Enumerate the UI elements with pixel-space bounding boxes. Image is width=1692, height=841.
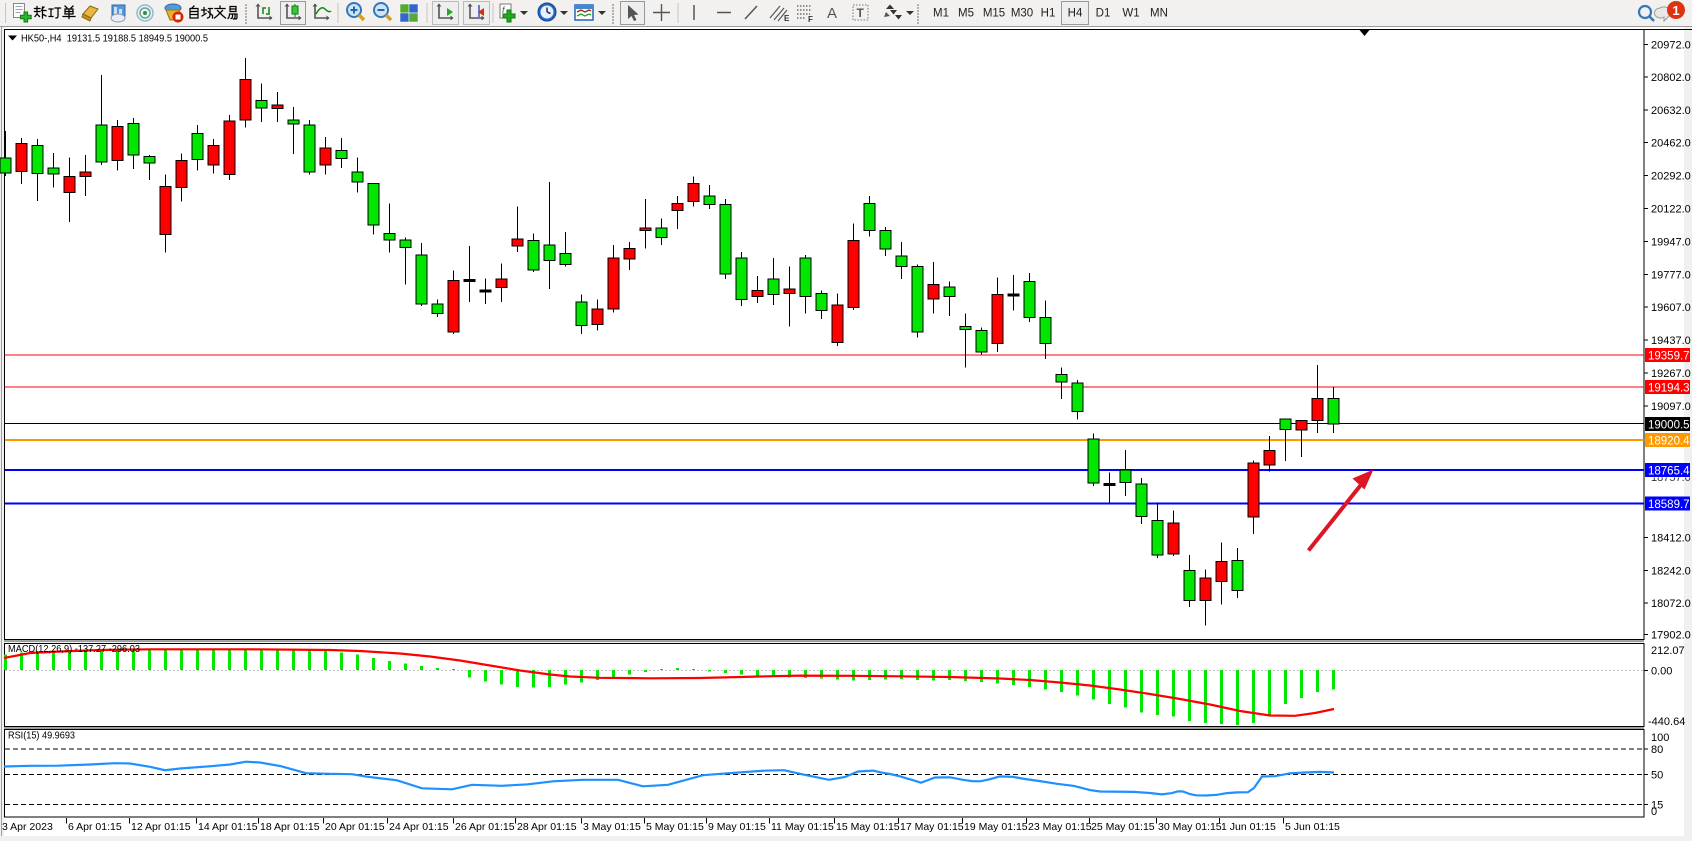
- svg-text:30 May 01:15: 30 May 01:15: [1158, 821, 1222, 833]
- svg-text:24 Apr 01:15: 24 Apr 01:15: [389, 821, 449, 833]
- svg-text:3 May 01:15: 3 May 01:15: [583, 821, 641, 833]
- svg-text:100: 100: [1651, 732, 1669, 744]
- svg-text:12 Apr 01:15: 12 Apr 01:15: [131, 821, 191, 833]
- svg-text:H4: H4: [1068, 8, 1083, 20]
- svg-text:RSI(15) 49.9693: RSI(15) 49.9693: [8, 730, 75, 742]
- svg-text:15: 15: [1651, 800, 1663, 812]
- svg-text:20632.0: 20632.0: [1651, 105, 1691, 117]
- svg-text:20122.0: 20122.0: [1651, 204, 1691, 216]
- svg-text:F: F: [808, 15, 813, 24]
- svg-text:9 May 01:15: 9 May 01:15: [708, 821, 766, 833]
- svg-text:3 Apr 2023: 3 Apr 2023: [2, 821, 53, 833]
- svg-text:19607.0: 19607.0: [1651, 302, 1691, 314]
- svg-text:28 Apr 01:15: 28 Apr 01:15: [517, 821, 577, 833]
- svg-text:1: 1: [1672, 3, 1679, 18]
- svg-text:MN: MN: [1150, 8, 1168, 20]
- svg-text:18765.4: 18765.4: [1648, 466, 1690, 478]
- svg-text:f: f: [502, 5, 506, 15]
- svg-text:18072.0: 18072.0: [1651, 598, 1691, 610]
- svg-text:17 May 01:15: 17 May 01:15: [900, 821, 964, 833]
- svg-text:D1: D1: [1096, 8, 1111, 20]
- svg-text:0.00: 0.00: [1651, 666, 1672, 678]
- svg-text:18242.0: 18242.0: [1651, 565, 1691, 577]
- svg-text:19437.0: 19437.0: [1651, 335, 1691, 347]
- svg-text:17902.0: 17902.0: [1651, 630, 1691, 642]
- svg-text:M15: M15: [983, 8, 1005, 20]
- svg-text:18 Apr 01:15: 18 Apr 01:15: [260, 821, 320, 833]
- svg-text:19777.0: 19777.0: [1651, 269, 1691, 281]
- svg-text:18920.4: 18920.4: [1648, 436, 1690, 448]
- svg-text:14 Apr 01:15: 14 Apr 01:15: [198, 821, 258, 833]
- svg-text:18757.0: 18757.0: [1651, 472, 1691, 484]
- svg-text:15 May 01:15: 15 May 01:15: [836, 821, 900, 833]
- svg-text:19000.5: 19000.5: [1648, 420, 1690, 432]
- svg-text:HK50-,H4 19131.5 19188.5 1894: HK50-,H4 19131.5 19188.5 18949.5 19000.5: [21, 33, 208, 45]
- svg-text:19947.0: 19947.0: [1651, 237, 1691, 249]
- svg-text:5 Jun 01:15: 5 Jun 01:15: [1285, 821, 1340, 833]
- svg-text:20292.0: 20292.0: [1651, 171, 1691, 183]
- svg-text:6 Apr 01:15: 6 Apr 01:15: [68, 821, 122, 833]
- svg-text:80: 80: [1651, 744, 1663, 756]
- svg-text:M1: M1: [933, 8, 949, 20]
- svg-text:19267.0: 19267.0: [1651, 368, 1691, 380]
- svg-text:19194.3: 19194.3: [1648, 383, 1690, 395]
- svg-text:M30: M30: [1011, 8, 1033, 20]
- svg-text:25 May 01:15: 25 May 01:15: [1091, 821, 1155, 833]
- svg-text:20 Apr 01:15: 20 Apr 01:15: [325, 821, 385, 833]
- svg-text:20972.0: 20972.0: [1651, 39, 1691, 51]
- svg-text:19 May 01:15: 19 May 01:15: [964, 821, 1028, 833]
- svg-text:M5: M5: [958, 8, 974, 20]
- svg-text:23 May 01:15: 23 May 01:15: [1028, 821, 1092, 833]
- svg-text:18412.0: 18412.0: [1651, 533, 1691, 545]
- svg-text:19097.0: 19097.0: [1651, 401, 1691, 413]
- svg-text:E: E: [784, 14, 790, 23]
- svg-text:MACD(12,26,9) -137.27 -296.03: MACD(12,26,9) -137.27 -296.03: [8, 643, 140, 655]
- svg-text:5 May 01:15: 5 May 01:15: [646, 821, 704, 833]
- svg-text:H1: H1: [1041, 8, 1056, 20]
- svg-text:W1: W1: [1122, 8, 1139, 20]
- svg-text:-440.64: -440.64: [1648, 716, 1685, 728]
- svg-text:50: 50: [1651, 770, 1663, 782]
- svg-text:20462.0: 20462.0: [1651, 138, 1691, 150]
- svg-text:A: A: [827, 5, 837, 22]
- svg-text:18589.7: 18589.7: [1648, 499, 1690, 511]
- svg-text:212.07: 212.07: [1651, 645, 1685, 657]
- svg-text:T: T: [857, 6, 865, 20]
- svg-text:20802.0: 20802.0: [1651, 72, 1691, 84]
- svg-text:26 Apr 01:15: 26 Apr 01:15: [455, 821, 515, 833]
- svg-text:1 Jun 01:15: 1 Jun 01:15: [1221, 821, 1276, 833]
- svg-text:0: 0: [1651, 806, 1657, 818]
- svg-text:19359.7: 19359.7: [1648, 351, 1690, 363]
- svg-text:11 May 01:15: 11 May 01:15: [771, 821, 834, 833]
